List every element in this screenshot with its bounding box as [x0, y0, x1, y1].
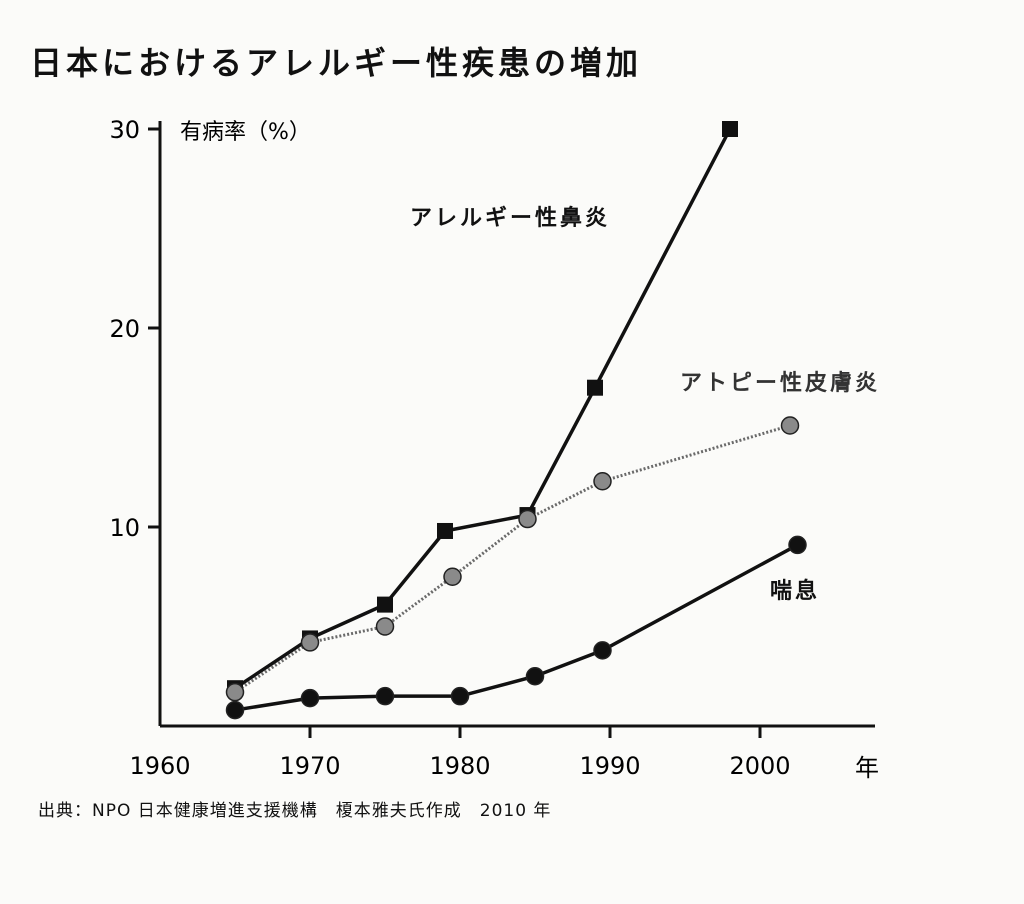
y-tick-label: 10 [109, 514, 140, 542]
chart-title: 日本におけるアレルギー性疾患の増加 [30, 44, 643, 82]
x-tick-label: 1980 [429, 752, 490, 780]
series-label-0: アレルギー性鼻炎 [410, 205, 610, 231]
y-tick-label: 30 [109, 116, 140, 144]
series-line-1 [234, 424, 791, 694]
axes: 10 20 30 1960 1970 1980 1990 2000 有病率（%） 年 [109, 116, 879, 782]
data-point-circle [225, 700, 245, 720]
x-tick-label: 1960 [129, 752, 190, 780]
series-label-1: アトピー性皮膚炎 [680, 370, 880, 396]
y-axis-label: 有病率（%） [180, 120, 311, 145]
y-tick-label: 20 [109, 315, 140, 343]
data-point-square [722, 121, 738, 137]
source-note: 出典：NPO 日本健康増進支援機構 榎本雅夫氏作成 2010 年 [38, 801, 552, 821]
data-point-circle [300, 633, 320, 652]
x-tick-label: 2000 [729, 752, 790, 780]
data-point-circle [593, 471, 612, 491]
series-label-2: 喘息 [770, 578, 820, 604]
data-point-circle [788, 535, 807, 555]
data-point-circle [375, 617, 395, 636]
data-point-square [437, 522, 453, 539]
data-point-circle [450, 686, 470, 706]
series-markers [225, 121, 807, 720]
x-tick-label: 1990 [579, 752, 640, 780]
data-point-square [377, 596, 393, 613]
x-tick-label: 1970 [279, 752, 340, 780]
data-point-circle [375, 686, 395, 706]
data-point-circle [525, 667, 545, 686]
data-point-circle [225, 682, 245, 702]
data-point-square [587, 379, 603, 396]
series-line-2 [234, 543, 799, 712]
data-point-circle [518, 509, 537, 529]
data-point-circle [780, 416, 800, 435]
x-axis-label: 年 [855, 754, 879, 782]
data-point-circle [300, 688, 320, 708]
data-point-circle [593, 641, 612, 660]
data-point-circle [443, 567, 462, 586]
